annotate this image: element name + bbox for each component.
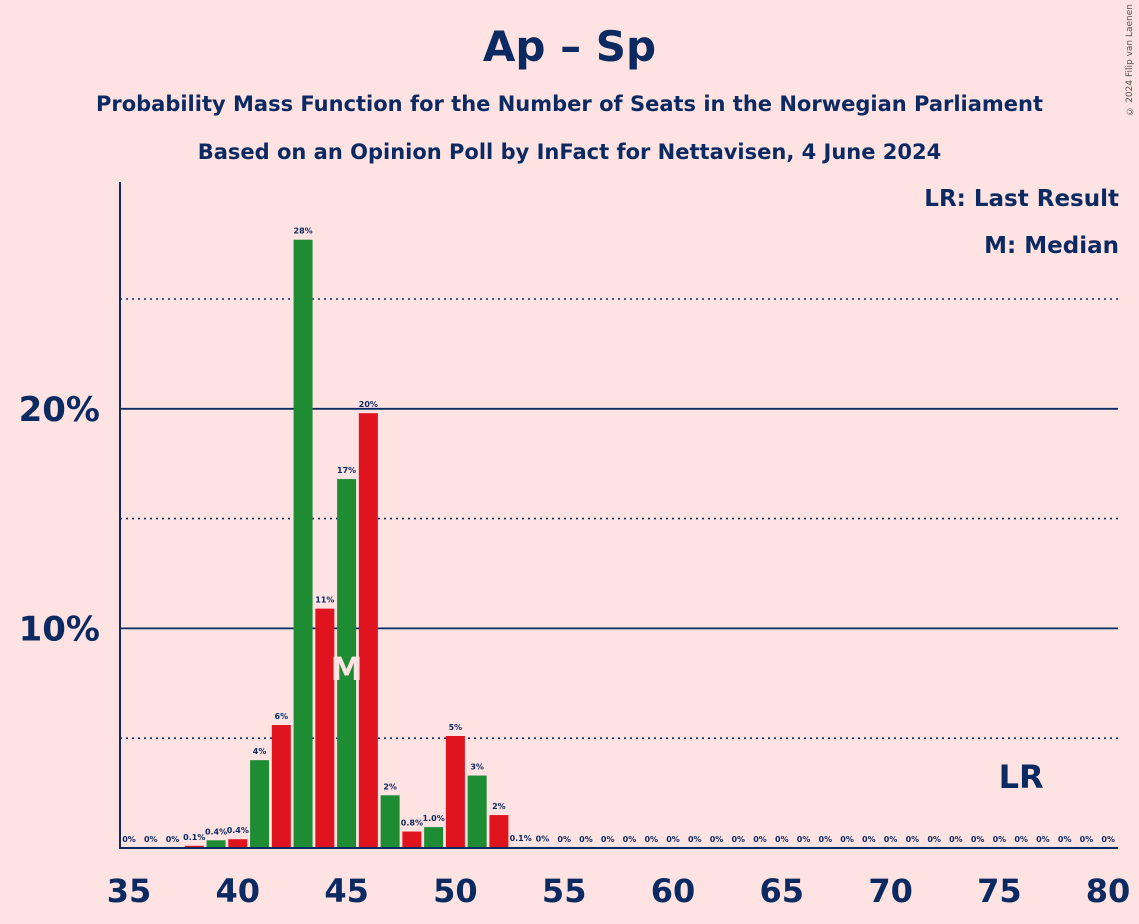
bar-value-label: 0% — [1058, 835, 1072, 844]
bar-value-label: 0% — [1014, 835, 1028, 844]
bar-value-label: 0% — [993, 835, 1007, 844]
bar-value-label: 0% — [601, 835, 615, 844]
x-tick-label: 50 — [433, 872, 478, 910]
median-marker: M — [331, 650, 363, 688]
bar-value-label: 0% — [949, 835, 963, 844]
bar-value-label: 0% — [906, 835, 920, 844]
bar-value-label: 0% — [797, 835, 811, 844]
x-tick-label: 70 — [868, 872, 913, 910]
legend-median: M: Median — [984, 233, 1119, 259]
bar-value-label: 0% — [644, 835, 658, 844]
x-tick-label: 45 — [324, 872, 369, 910]
bar-value-label: 0.1% — [510, 834, 532, 843]
bar-value-label: 28% — [294, 227, 313, 236]
bar-value-label: 0% — [731, 835, 745, 844]
x-tick-label: 60 — [651, 872, 696, 910]
bar-value-label: 3% — [470, 763, 484, 772]
bar-value-label: 0% — [688, 835, 702, 844]
last-result-marker: LR — [999, 758, 1044, 796]
bar-seat-51 — [467, 775, 487, 848]
y-tick-label: 10% — [19, 609, 100, 649]
bar-value-label: 0.4% — [227, 826, 249, 835]
bar-value-label: 0% — [666, 835, 680, 844]
bar-value-label: 0% — [166, 835, 180, 844]
bar-seat-48 — [402, 831, 422, 848]
bar-value-label: 0% — [623, 835, 637, 844]
chart-subtitle: Probability Mass Function for the Number… — [95, 92, 1044, 116]
bar-value-label: 0% — [1101, 835, 1115, 844]
bar-seat-52 — [489, 815, 509, 848]
x-tick-label: 55 — [542, 872, 587, 910]
bar-value-label: 0% — [862, 835, 876, 844]
bar-value-label: 0.4% — [205, 827, 227, 836]
bar-value-label: 0% — [579, 835, 593, 844]
bar-value-label: 20% — [359, 400, 378, 409]
x-tick-label: 40 — [216, 872, 261, 910]
bar-value-label: 0% — [122, 835, 136, 844]
bar-value-label: 5% — [449, 723, 463, 732]
bar-value-label: 0.8% — [401, 819, 423, 828]
bar-value-label: 0% — [971, 835, 985, 844]
bar-seat-46 — [358, 413, 378, 848]
bar-seat-41 — [250, 760, 270, 848]
chart-title: Ap – Sp — [482, 22, 657, 71]
bar-value-label: 0% — [1036, 835, 1050, 844]
bar-value-label: 0% — [753, 835, 767, 844]
legend-last-result: LR: Last Result — [924, 186, 1119, 212]
bar-value-label: 2% — [492, 802, 506, 811]
bar-seat-49 — [424, 827, 444, 848]
bar-value-label: 0% — [144, 835, 158, 844]
x-tick-label: 65 — [760, 872, 805, 910]
chart-source-subtitle: Based on an Opinion Poll by InFact for N… — [197, 140, 942, 164]
bar-value-label: 17% — [337, 466, 356, 475]
bar-seat-40 — [228, 839, 248, 848]
bar-value-label: 0% — [840, 835, 854, 844]
y-tick-label: 20% — [19, 390, 100, 430]
bar-seat-47 — [380, 795, 400, 848]
bar-value-label: 0% — [1080, 835, 1094, 844]
bar-value-label: 11% — [315, 596, 334, 605]
bar-seat-45 — [337, 479, 357, 848]
bar-value-label: 6% — [275, 712, 289, 721]
bar-value-label: 0% — [775, 835, 789, 844]
bar-value-label: 0% — [884, 835, 898, 844]
x-tick-label: 35 — [107, 872, 152, 910]
bar-value-label: 2% — [383, 782, 397, 791]
x-tick-label: 75 — [977, 872, 1022, 910]
bar-seat-50 — [445, 736, 465, 848]
bar-seat-44 — [315, 608, 335, 848]
bar-value-label: 4% — [253, 747, 267, 756]
bar-seat-42 — [271, 725, 291, 848]
bar-value-label: 0% — [557, 835, 571, 844]
bar-value-label: 1.0% — [423, 814, 445, 823]
bar-value-label: 0% — [819, 835, 833, 844]
bar-value-label: 0% — [927, 835, 941, 844]
bar-value-label: 0.1% — [183, 833, 205, 842]
bar-seat-38 — [184, 845, 204, 848]
x-tick-label: 80 — [1086, 872, 1131, 910]
bar-seat-43 — [293, 239, 313, 848]
bar-value-label: 0% — [710, 835, 724, 844]
bar-seat-39 — [206, 840, 226, 848]
bar-value-label: 0% — [536, 835, 550, 844]
